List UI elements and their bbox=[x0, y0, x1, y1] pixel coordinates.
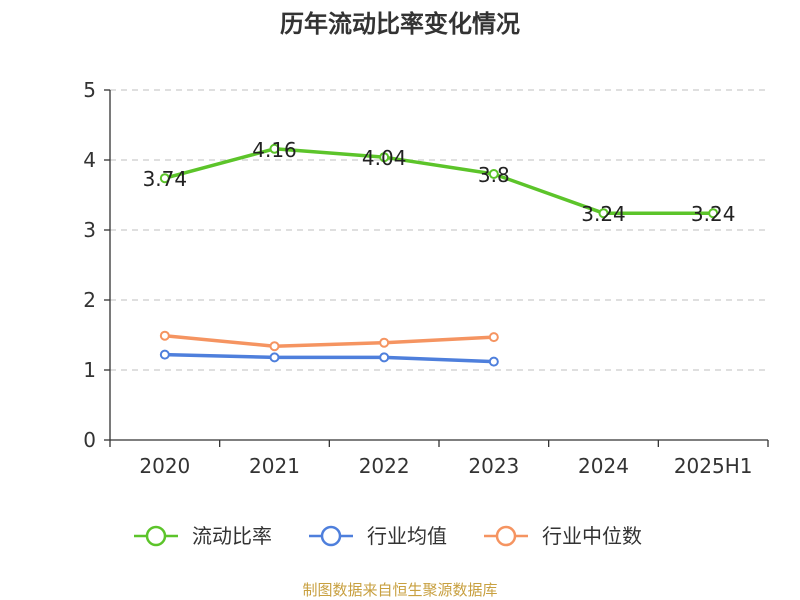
data-point bbox=[488, 356, 499, 367]
axes: 0 1 2 3 4 5 2020 2021 2022 2023 2024 2025H1 bbox=[83, 78, 769, 478]
legend-swatch-marker bbox=[320, 525, 342, 547]
x-tick-label: 2020 bbox=[139, 454, 190, 478]
data-label: 3.74 bbox=[143, 167, 188, 191]
y-tick-label: 0 bbox=[83, 428, 96, 452]
data-point bbox=[379, 337, 390, 348]
x-tick-label: 2022 bbox=[359, 454, 410, 478]
series-layer bbox=[159, 143, 719, 367]
legend-label: 行业均值 bbox=[367, 524, 447, 548]
data-label: 3.24 bbox=[581, 202, 626, 226]
data-point bbox=[379, 152, 390, 163]
legend-label: 行业中位数 bbox=[542, 524, 642, 548]
x-tick-label: 2024 bbox=[578, 454, 629, 478]
data-point bbox=[488, 332, 499, 343]
data-point bbox=[708, 208, 719, 219]
data-labels: 3.74 4.16 4.04 3.8 3.24 3.24 bbox=[143, 138, 736, 226]
legend-label: 流动比率 bbox=[192, 524, 272, 548]
data-point bbox=[159, 330, 170, 341]
data-point bbox=[269, 341, 280, 352]
series-line-1 bbox=[163, 352, 496, 364]
y-tick-label: 3 bbox=[83, 218, 96, 242]
y-tick-label: 1 bbox=[83, 358, 96, 382]
data-point bbox=[598, 208, 609, 219]
y-tick-label: 5 bbox=[83, 78, 96, 102]
x-tick-label: 2023 bbox=[468, 454, 519, 478]
series-line-0 bbox=[163, 147, 715, 215]
grid-lines bbox=[110, 89, 768, 371]
x-tick-label: 2021 bbox=[249, 454, 300, 478]
data-point bbox=[379, 352, 390, 363]
data-label: 4.04 bbox=[362, 146, 407, 170]
source-note: 制图数据来自恒生聚源数据库 bbox=[302, 581, 497, 599]
y-tick-label: 4 bbox=[83, 148, 96, 172]
data-label: 4.16 bbox=[252, 138, 297, 162]
data-point bbox=[269, 143, 280, 154]
x-tick-label: 2025H1 bbox=[674, 454, 753, 478]
legend-swatch-marker bbox=[495, 525, 517, 547]
legend-swatch-marker bbox=[145, 525, 167, 547]
legend: 流动比率 行业均值 行业中位数 bbox=[134, 524, 642, 548]
series-line-2 bbox=[163, 333, 496, 348]
data-label: 3.24 bbox=[691, 202, 736, 226]
chart-title: 历年流动比率变化情况 bbox=[280, 10, 520, 38]
data-point bbox=[159, 173, 170, 184]
y-tick-label: 2 bbox=[83, 288, 96, 312]
data-point bbox=[269, 352, 280, 363]
data-point bbox=[488, 169, 499, 179]
data-point bbox=[159, 349, 170, 360]
data-label: 3.8 bbox=[478, 163, 510, 187]
